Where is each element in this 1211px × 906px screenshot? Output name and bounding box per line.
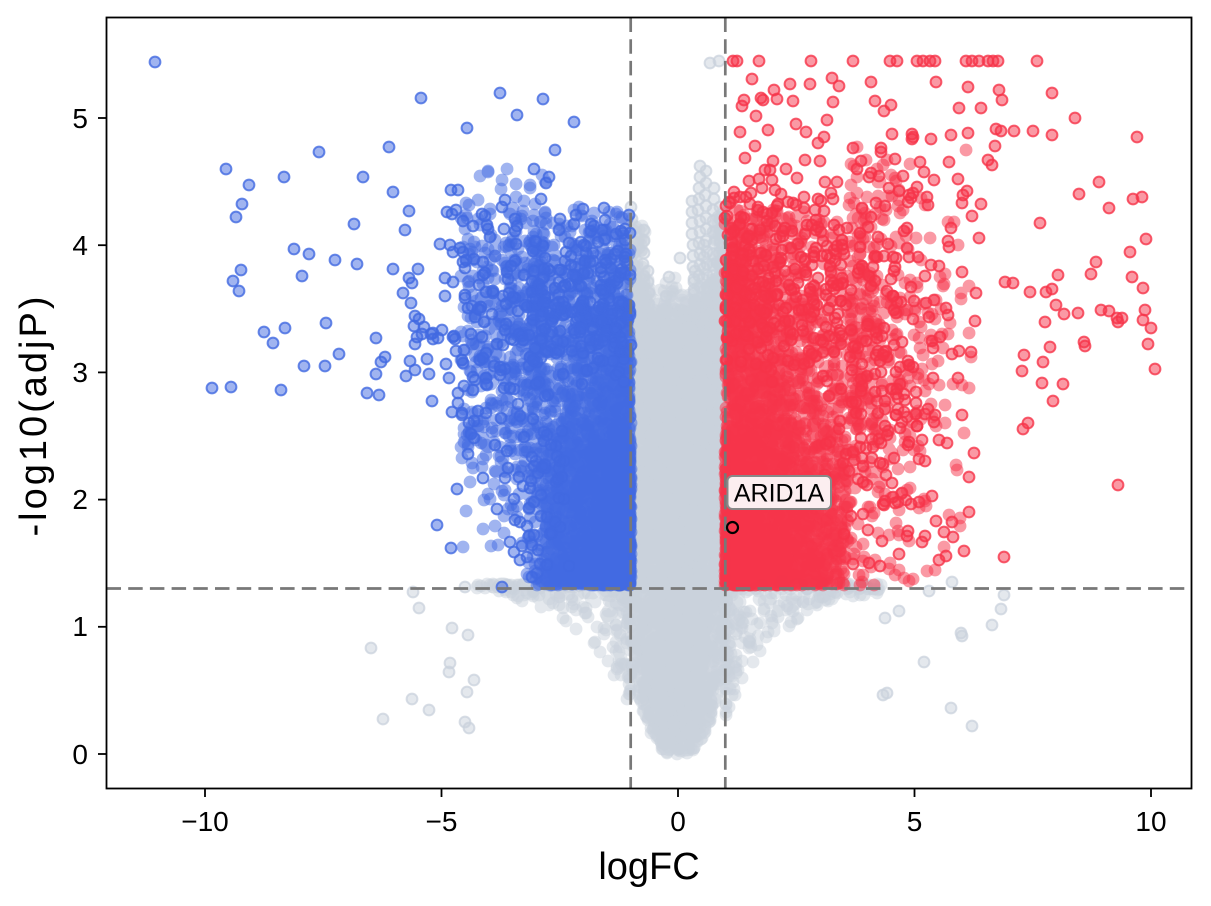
svg-text:-log10(adjP): -log10(adjP) [13,294,55,537]
svg-text:0: 0 [670,806,686,837]
svg-text:4: 4 [72,230,88,261]
svg-text:1: 1 [72,611,88,642]
svg-text:10: 10 [1135,806,1166,837]
svg-text:3: 3 [72,357,88,388]
svg-text:5: 5 [72,103,88,134]
svg-text:ARID1A: ARID1A [734,480,825,508]
svg-text:2: 2 [72,484,88,515]
svg-text:logFC: logFC [598,846,699,888]
svg-text:0: 0 [72,739,88,770]
svg-text:5: 5 [907,806,923,837]
svg-text:−10: −10 [181,806,229,837]
svg-text:−5: −5 [426,806,458,837]
